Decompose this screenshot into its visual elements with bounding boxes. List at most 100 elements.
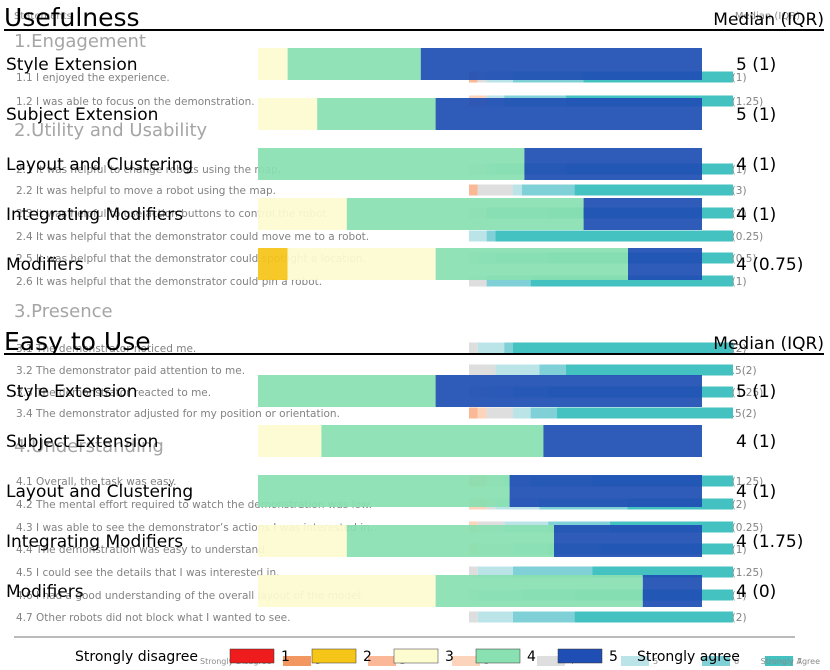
background-bar-segment: [469, 566, 478, 578]
bar-segment-level-5: [435, 98, 702, 130]
background-statement: 3.4 The demonstrator adjusted for my pos…: [16, 408, 340, 420]
background-bar-segment: [513, 184, 522, 196]
median-header: Median (IQR): [713, 10, 824, 30]
background-statement: 4.5 I could see the details that I was i…: [16, 567, 279, 579]
row-label: Layout and Clustering: [6, 155, 193, 175]
background-bar-segment: [574, 184, 733, 196]
background-bar-segment: [477, 611, 513, 623]
background-legend-swatch: [537, 656, 565, 666]
legend-high-label: Strongly agree: [637, 649, 740, 665]
legend-low-label: Strongly disagree: [75, 649, 198, 665]
background-bar-segment: [469, 342, 478, 354]
legend-level-label: 5: [609, 649, 618, 665]
row-label: Style Extension: [6, 382, 138, 402]
background-statement: 2.6 It was helpful that the demonstrator…: [16, 276, 322, 288]
bar-segment-level-3: [258, 575, 436, 607]
background-bar-segment: [513, 342, 733, 354]
row-label: Integrating Modifiers: [6, 205, 183, 225]
background-group-title: 4.Understanding: [14, 436, 164, 457]
background-median: 6(1.25): [725, 387, 763, 399]
bar-segment-level-3: [287, 248, 436, 280]
background-statement: 2.2 It was helpful to move a robot using…: [16, 185, 276, 197]
background-median: 6(1.25): [725, 96, 763, 108]
bar-segment-level-3: [258, 98, 318, 130]
median-value: 4 (1.75): [736, 532, 803, 552]
background-bar-segment: [469, 364, 496, 376]
median-value: 4 (1): [736, 482, 776, 502]
background-bar-segment: [495, 230, 733, 242]
median-value: 5 (1): [736, 382, 776, 402]
background-legend-swatch: [368, 656, 396, 666]
background-group-title: 1.Engagement: [14, 31, 146, 52]
background-header-median: Median (IQR): [735, 11, 800, 22]
background-bar-segment: [530, 407, 557, 419]
bar-segment-level-4: [346, 525, 554, 557]
section-title: Easy to Use: [4, 327, 151, 356]
row-label: Layout and Clustering: [6, 482, 193, 502]
legend-swatch-1: [229, 648, 275, 664]
bar-segment-level-4: [258, 148, 525, 180]
bar-segment-level-5: [524, 148, 702, 180]
background-statement: 1.1 I enjoyed the experience.: [16, 72, 170, 84]
bar-segment-level-5: [554, 525, 702, 557]
background-statement: 2.4 It was helpful that the demonstrator…: [16, 231, 369, 243]
bar-segment-level-4: [346, 198, 584, 230]
median-value: 4 (1): [736, 205, 776, 225]
median-header: Median (IQR): [713, 334, 824, 354]
background-statement: 4.7 Other robots did not block what I wa…: [16, 612, 290, 624]
median-value: 4 (1): [736, 432, 776, 452]
background-median: 6(1.25): [725, 567, 763, 579]
background-bar-segment: [477, 407, 487, 419]
bar-segment-level-5: [583, 198, 702, 230]
background-median: 6(1.25): [725, 476, 763, 488]
background-bar-segment: [565, 364, 733, 376]
background-bar-segment: [469, 407, 478, 419]
background-bar-segment: [469, 275, 487, 287]
background-bar-segment: [486, 407, 513, 419]
background-bar-segment: [504, 342, 513, 354]
row-label: Integrating Modifiers: [6, 532, 183, 552]
background-bar-segment: [513, 407, 531, 419]
bar-segment-level-4: [435, 575, 643, 607]
background-statement: 2.1 It was helpful to change robots usin…: [16, 164, 281, 176]
background-legend-swatch: [452, 656, 480, 666]
bar-segment-level-4: [287, 48, 421, 80]
background-legend-swatch: [702, 656, 730, 666]
bar-segment-level-5: [509, 475, 702, 507]
background-bar-segment: [574, 611, 733, 623]
background-statement: 3.1 The demonstrator noticed me.: [16, 343, 196, 355]
legend-swatch-5: [557, 648, 603, 664]
background-bar-segment: [513, 611, 575, 623]
background-bar-segment: [477, 566, 513, 578]
background-statement: 1.2 I was able to focus on the demonstra…: [16, 96, 255, 108]
bar-segment-level-2: [258, 248, 288, 280]
bar-segment-level-3: [258, 425, 322, 457]
bar-segment-level-3: [258, 525, 347, 557]
background-legend-swatch: [621, 656, 649, 666]
legend-swatch-2: [311, 648, 357, 664]
median-value: 5 (1): [736, 105, 776, 125]
background-statement: 3.3 The demonstrator reacted to me.: [16, 387, 211, 399]
legend-swatch-4: [475, 648, 521, 664]
bar-segment-level-3: [258, 198, 347, 230]
background-bar-segment: [530, 275, 733, 287]
bar-segment-level-4: [435, 248, 628, 280]
foreground-figure: Usefulness Median (IQR) Style Extension 5 (…: [4, 3, 824, 665]
bar-segment-level-5: [435, 375, 702, 407]
background-statement: 4.1 Overall, the task was easy.: [16, 476, 177, 488]
bar-segment-level-5: [628, 248, 702, 280]
row-label: Subject Extension: [6, 432, 158, 452]
background-bar-segment: [539, 364, 566, 376]
bar-segment-level-4: [258, 475, 510, 507]
background-statement: 4.4 The demonstration was easy to unders…: [16, 544, 268, 556]
background-header-statements: Statements: [14, 11, 72, 22]
background-legend-label: 7: [797, 657, 802, 666]
row-label: Modifiers: [6, 255, 84, 275]
legend-level-label: 4: [527, 649, 536, 665]
background-bar-segment: [469, 184, 478, 196]
background-median: 7(0.25): [725, 522, 763, 534]
legend-level-label: 1: [281, 649, 290, 665]
bar-segment-level-5: [420, 48, 702, 80]
background-group-title: 2.Utility and Usability: [14, 120, 207, 141]
background-bar-segment: [486, 275, 531, 287]
